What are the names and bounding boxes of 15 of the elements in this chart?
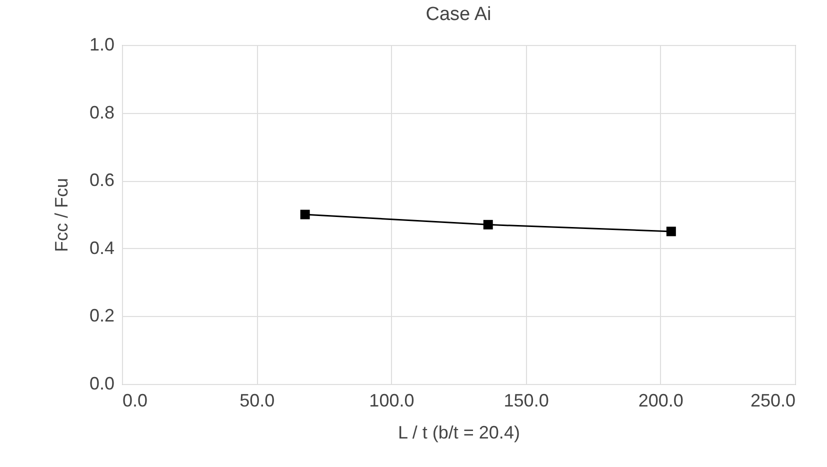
y-tick-label: 0.0: [89, 374, 114, 394]
x-tick-label: 0.0: [122, 390, 148, 410]
y-tick-label: 0.4: [89, 238, 114, 258]
x-tick-label: 250.0: [750, 390, 796, 410]
y-axis-title: Fcc / Fcu: [51, 178, 72, 252]
y-tick-label: 0.6: [89, 170, 114, 190]
y-tick-label: 0.2: [89, 306, 114, 326]
x-tick-label: 150.0: [504, 390, 549, 410]
x-tick-label: 50.0: [240, 390, 275, 410]
x-tick-label: 100.0: [369, 390, 414, 410]
x-tick-label: 200.0: [638, 390, 684, 410]
y-tick-label: 0.8: [89, 102, 114, 122]
x-axis-title: L / t (b/t = 20.4): [398, 422, 520, 442]
chart-title: Case Ai: [426, 4, 492, 25]
y-tick-label: 1.0: [89, 34, 114, 54]
